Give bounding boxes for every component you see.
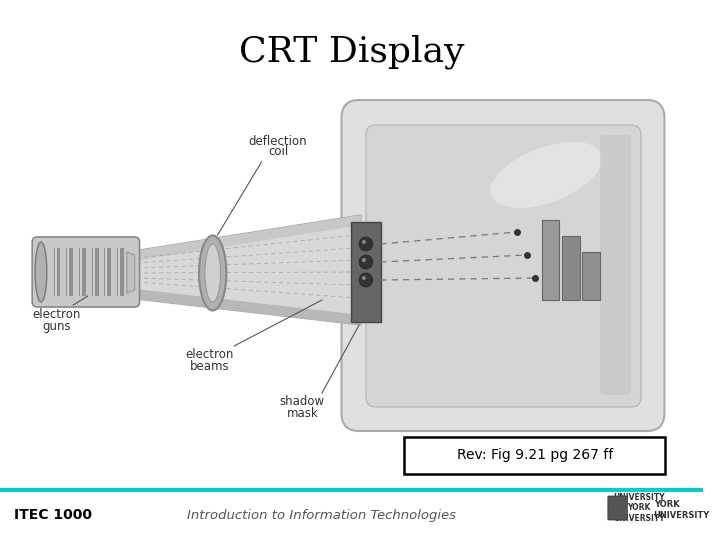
- Text: Rev: Fig 9.21 pg 267 ff: Rev: Fig 9.21 pg 267 ff: [456, 449, 613, 462]
- Bar: [104, 248, 111, 296]
- Bar: [68, 248, 69, 296]
- Text: electron: electron: [186, 348, 234, 361]
- FancyBboxPatch shape: [608, 496, 627, 520]
- Bar: [79, 248, 86, 296]
- FancyBboxPatch shape: [600, 135, 631, 395]
- Text: shadow: shadow: [280, 395, 325, 408]
- Bar: [66, 248, 73, 296]
- Text: Introduction to Information Technologies: Introduction to Information Technologies: [187, 509, 456, 522]
- Bar: [117, 248, 124, 296]
- Polygon shape: [127, 252, 135, 293]
- Bar: [541, 220, 559, 300]
- Bar: [80, 248, 82, 296]
- Ellipse shape: [35, 242, 47, 302]
- FancyBboxPatch shape: [32, 237, 140, 307]
- Bar: [562, 236, 580, 300]
- Bar: [55, 248, 57, 296]
- Bar: [54, 248, 60, 296]
- Bar: [93, 248, 94, 296]
- FancyBboxPatch shape: [341, 100, 665, 431]
- Bar: [582, 252, 600, 300]
- Circle shape: [359, 273, 373, 287]
- Polygon shape: [127, 215, 361, 262]
- Circle shape: [362, 240, 366, 244]
- Text: CRT Display: CRT Display: [238, 35, 464, 69]
- Bar: [105, 248, 107, 296]
- Ellipse shape: [490, 142, 602, 208]
- Circle shape: [362, 276, 366, 280]
- Text: coil: coil: [268, 145, 288, 158]
- Ellipse shape: [205, 244, 220, 302]
- Text: beams: beams: [190, 360, 230, 373]
- Text: ITEC 1000: ITEC 1000: [14, 508, 91, 522]
- Polygon shape: [127, 288, 361, 325]
- Circle shape: [359, 237, 373, 251]
- Text: deflection: deflection: [249, 135, 307, 148]
- Circle shape: [359, 255, 373, 269]
- Bar: [118, 248, 120, 296]
- Bar: [91, 248, 99, 296]
- Text: UNIVERSITY
YORK
UNIVERSITY: UNIVERSITY YORK UNIVERSITY: [613, 493, 665, 523]
- Polygon shape: [127, 215, 361, 325]
- Text: guns: guns: [42, 320, 71, 333]
- Bar: [351, 222, 381, 322]
- Ellipse shape: [199, 235, 226, 310]
- Circle shape: [362, 258, 366, 262]
- Text: YORK
UNIVERSITY: YORK UNIVERSITY: [654, 500, 710, 519]
- Text: mask: mask: [287, 407, 318, 420]
- FancyBboxPatch shape: [366, 125, 641, 407]
- Text: electron: electron: [32, 308, 81, 321]
- Bar: [404, 437, 665, 474]
